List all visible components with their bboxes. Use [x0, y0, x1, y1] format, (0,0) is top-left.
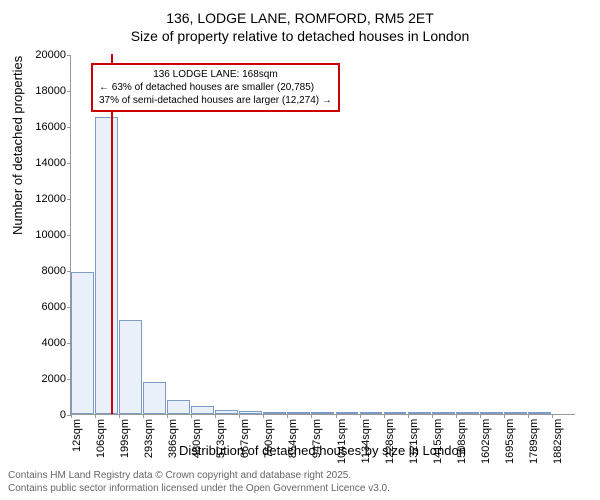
- histogram-bar: [480, 412, 503, 414]
- y-tick-mark: [67, 235, 71, 236]
- y-tick-mark: [67, 127, 71, 128]
- histogram-bar: [95, 117, 118, 414]
- chart-plot-area: 0200040006000800010000120001400016000180…: [70, 55, 575, 415]
- footer-line-2: Contains public sector information licen…: [8, 482, 390, 495]
- histogram-bar: [432, 412, 455, 414]
- y-tick-label: 18000: [35, 85, 71, 97]
- y-tick-label: 10000: [35, 229, 71, 241]
- histogram-bar: [215, 410, 238, 415]
- histogram-bar: [167, 400, 190, 414]
- histogram-bar: [191, 406, 214, 414]
- x-axis-label: Distribution of detached houses by size …: [70, 443, 575, 458]
- y-axis-label: Number of detached properties: [10, 56, 25, 235]
- histogram-bar: [384, 412, 407, 414]
- annotation-line-2: 37% of semi-detached houses are larger (…: [99, 94, 332, 107]
- histogram-bar: [336, 412, 359, 414]
- histogram-bar: [360, 412, 383, 414]
- histogram-bar: [239, 411, 262, 414]
- title-main: 136, LODGE LANE, ROMFORD, RM5 2ET: [0, 0, 600, 26]
- histogram-bar: [71, 272, 94, 414]
- y-tick-mark: [67, 199, 71, 200]
- footer-line-1: Contains HM Land Registry data © Crown c…: [8, 469, 390, 482]
- footer-attribution: Contains HM Land Registry data © Crown c…: [8, 469, 390, 495]
- histogram-bar: [119, 320, 142, 414]
- histogram-bar: [528, 412, 551, 414]
- title-sub: Size of property relative to detached ho…: [0, 26, 600, 44]
- annotation-title: 136 LODGE LANE: 168sqm: [99, 68, 332, 81]
- y-tick-label: 20000: [35, 49, 71, 61]
- chart-container: 136, LODGE LANE, ROMFORD, RM5 2ET Size o…: [0, 0, 600, 500]
- y-tick-mark: [67, 91, 71, 92]
- y-tick-label: 16000: [35, 121, 71, 133]
- histogram-bar: [287, 412, 310, 414]
- y-tick-label: 14000: [35, 157, 71, 169]
- histogram-bar: [263, 412, 286, 414]
- y-tick-mark: [67, 55, 71, 56]
- histogram-bar: [456, 412, 479, 414]
- histogram-bar: [143, 382, 166, 414]
- y-tick-label: 12000: [35, 193, 71, 205]
- y-tick-mark: [67, 163, 71, 164]
- annotation-box: 136 LODGE LANE: 168sqm← 63% of detached …: [91, 63, 340, 112]
- histogram-bar: [311, 412, 334, 414]
- annotation-line-1: ← 63% of detached houses are smaller (20…: [99, 81, 332, 94]
- histogram-bar: [504, 412, 527, 414]
- histogram-bar: [408, 412, 431, 414]
